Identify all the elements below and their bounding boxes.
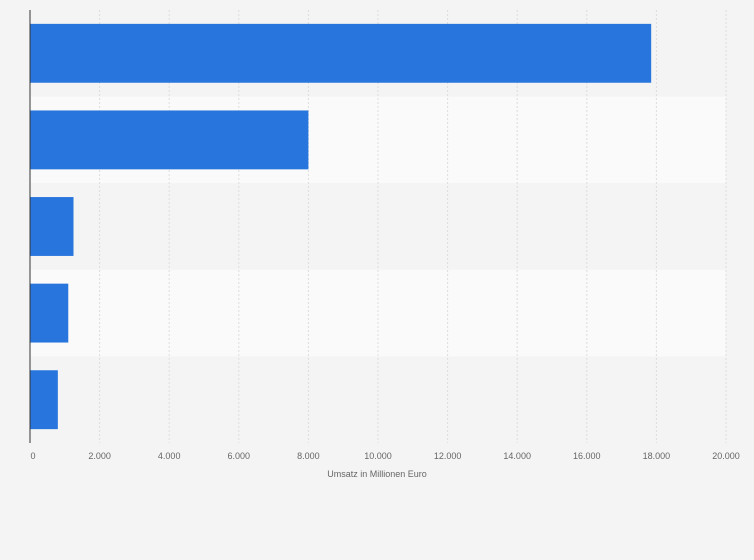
x-tick-label: 18.000 bbox=[643, 451, 671, 461]
x-tick-label: 16.000 bbox=[573, 451, 601, 461]
x-tick-label: 6.000 bbox=[228, 451, 251, 461]
x-tick-label: 2.000 bbox=[88, 451, 111, 461]
x-axis-title: Umsatz in Millionen Euro bbox=[327, 469, 427, 479]
row-band bbox=[30, 269, 726, 357]
x-tick-label: 8.000 bbox=[297, 451, 320, 461]
bar bbox=[30, 370, 58, 430]
bar bbox=[30, 283, 69, 343]
bar bbox=[30, 23, 652, 83]
x-tick-label: 4.000 bbox=[158, 451, 181, 461]
x-axis: 0 2.000 4.000 6.000 8.000 10.000 12.000 14.000 1… bbox=[30, 451, 739, 479]
x-tick-labels: 0 2.000 4.000 6.000 8.000 10.000 12.000 14.000 1… bbox=[30, 451, 739, 461]
x-tick-label: 12.000 bbox=[434, 451, 462, 461]
bar bbox=[30, 197, 74, 256]
x-tick-label: 20.000 bbox=[712, 451, 740, 461]
bar bbox=[30, 110, 309, 170]
x-tick-label: 10.000 bbox=[364, 451, 392, 461]
x-tick-label: 14.000 bbox=[503, 451, 531, 461]
x-tick-label: 0 bbox=[30, 451, 35, 461]
bars bbox=[30, 23, 652, 430]
